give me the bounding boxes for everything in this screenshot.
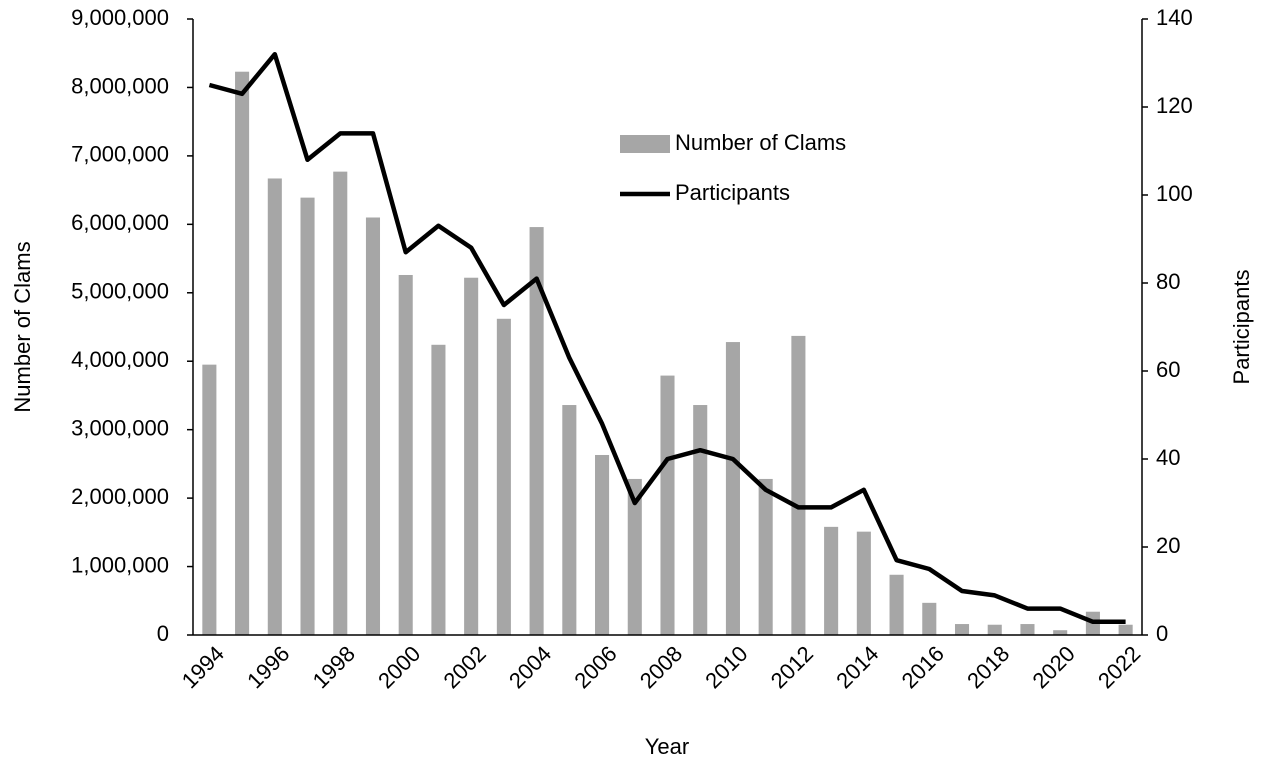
legend-label: Participants [675,180,790,205]
bar [660,375,675,635]
bar [725,342,740,635]
y2-tick-label: 60 [1156,357,1180,382]
y-axis-title: Number of Clams [10,241,35,412]
y2-tick-label: 120 [1156,93,1193,118]
bar [398,274,413,635]
bar [562,405,577,635]
line [208,51,1126,625]
y-tick-label: 6,000,000 [71,210,169,235]
bar [627,478,642,635]
legend-label: Number of Clams [675,130,846,155]
y-tick-label: 0 [157,621,169,646]
y2-tick-label: 80 [1156,269,1180,294]
x-tick-label: 2020 [1028,641,1080,693]
bar [431,344,446,635]
bar [1020,624,1035,635]
y2-tick-label: 0 [1156,621,1168,646]
y-tick-label: 2,000,000 [71,484,169,509]
x-tick-label: 1994 [177,641,229,693]
x-tick-label: 2010 [700,641,752,693]
x-tick-label: 2018 [962,641,1014,693]
y-tick-label: 3,000,000 [71,415,169,440]
y2-tick-label: 40 [1156,445,1180,470]
bar [922,602,937,635]
bar [333,171,348,635]
x-tick-label: 2014 [831,641,883,693]
bar [529,227,544,635]
y2-tick-label: 100 [1156,181,1193,206]
bar [954,624,970,635]
bar [202,364,217,635]
bar [856,531,871,635]
x-tick-label: 2008 [635,641,687,693]
bar [595,454,610,635]
y-tick-label: 7,000,000 [71,142,169,167]
bar [496,318,511,635]
y-tick-label: 4,000,000 [71,347,169,372]
y-tick-label: 9,000,000 [71,5,169,30]
y2-tick-label: 140 [1156,5,1193,30]
x-tick-label: 2006 [569,641,621,693]
bar [693,405,708,635]
bar [267,178,282,635]
x-tick-label: 2000 [373,641,425,693]
y-tick-label: 1,000,000 [71,552,169,577]
y-tick-label: 8,000,000 [71,73,169,98]
bar [824,526,839,635]
x-tick-label: 1996 [242,641,294,693]
bar [987,624,1002,635]
x-tick-label: 1998 [308,641,360,693]
bar [758,478,773,635]
x-tick-label: 2022 [1093,641,1145,693]
bar [365,217,381,635]
bar [791,335,806,635]
y2-tick-label: 20 [1156,533,1180,558]
bar [300,197,315,635]
bar [464,277,479,635]
x-axis-title: Year [645,734,689,759]
x-tick-label: 2004 [504,641,556,693]
x-tick-label: 2012 [766,641,818,693]
y2-axis-title: Participants [1229,270,1254,385]
bar [1053,630,1068,635]
bar [889,574,904,635]
bar [235,71,250,636]
x-tick-label: 2002 [439,641,491,693]
x-tick-label: 2016 [897,641,949,693]
bar [1118,624,1133,635]
y-tick-label: 5,000,000 [71,279,169,304]
legend-swatch [620,135,670,153]
